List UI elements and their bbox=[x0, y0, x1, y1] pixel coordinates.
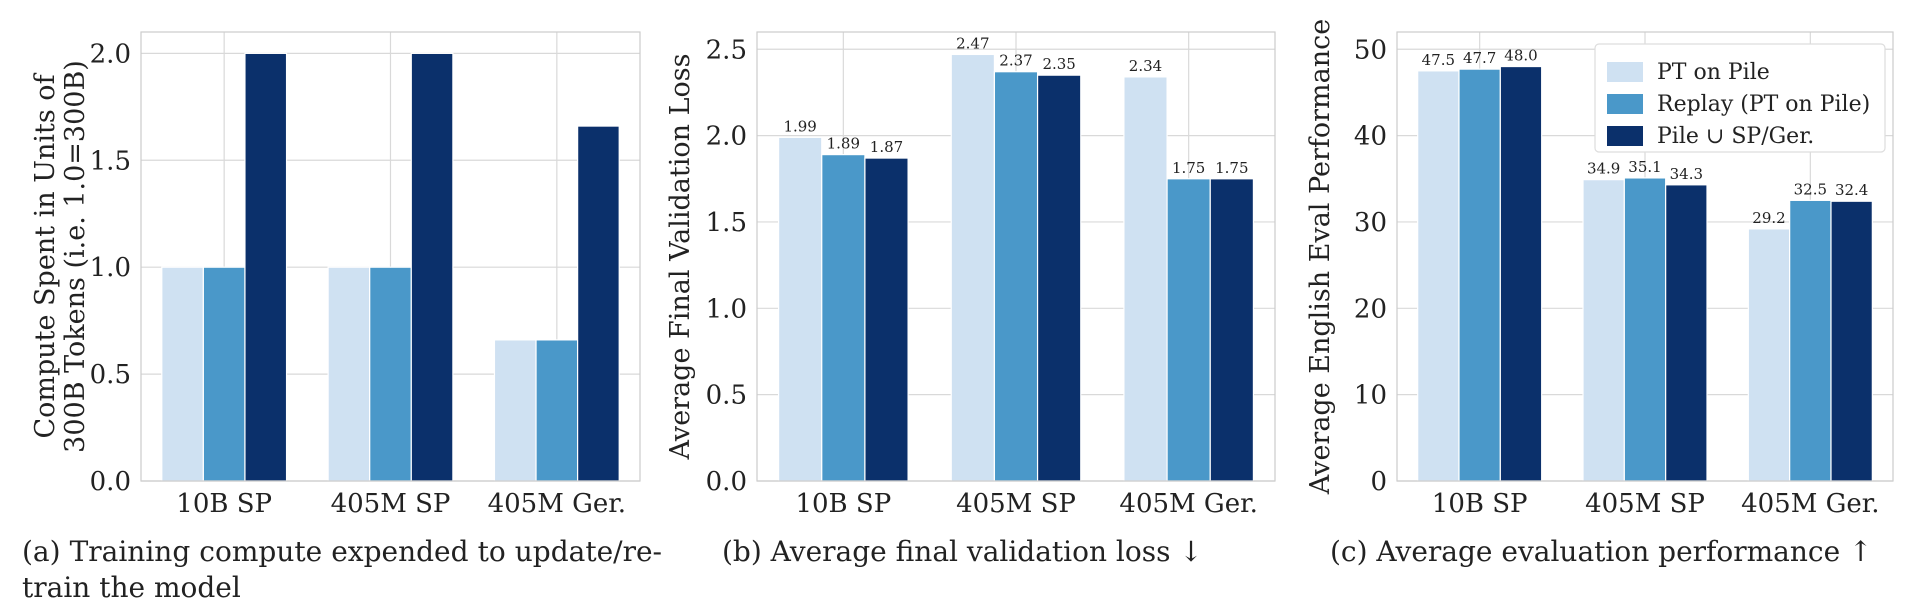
bar-data-label: 1.75 bbox=[1215, 159, 1248, 177]
y-tick-label: 40 bbox=[1354, 122, 1387, 152]
legend-swatch bbox=[1607, 62, 1643, 82]
bar bbox=[327, 266, 371, 482]
bar-data-label: 32.5 bbox=[1794, 180, 1827, 198]
y-tick-label: 0.0 bbox=[706, 467, 747, 497]
bar bbox=[1417, 70, 1460, 482]
legend-box bbox=[1594, 43, 1886, 153]
legend-swatch bbox=[1607, 94, 1643, 114]
plot-frame bbox=[756, 31, 1276, 482]
legend-entry: Replay (PT on Pile) bbox=[1657, 92, 1870, 117]
y-tick-label: 0.5 bbox=[706, 381, 747, 411]
bar-data-label: 1.87 bbox=[870, 138, 903, 156]
x-tick-label: 405M SP bbox=[1585, 489, 1705, 519]
bar-data-label: 32.4 bbox=[1835, 181, 1868, 199]
x-tick-label: 405M Ger. bbox=[1119, 489, 1258, 519]
legend-swatch bbox=[1607, 126, 1643, 146]
y-tick-label: 50 bbox=[1354, 35, 1387, 65]
bar-data-label: 2.37 bbox=[999, 52, 1032, 70]
chart-2: 0 10 20 30 40 50 10B SP 405M SP 405M Ger. 47.5 34.… bbox=[1305, 19, 1894, 519]
bar-data-label: 1.99 bbox=[783, 117, 816, 135]
bar-data-label: 2.34 bbox=[1129, 57, 1162, 75]
bar bbox=[993, 71, 1039, 482]
caption-c: (c) Average evaluation performance ↑ bbox=[1330, 535, 1873, 568]
bar bbox=[864, 157, 909, 482]
y-axis-label: 300B Tokens (i.e. 1.0=300B) bbox=[60, 60, 91, 453]
bar-data-label: 34.9 bbox=[1587, 160, 1620, 178]
bar bbox=[410, 52, 454, 482]
y-tick-label: 0 bbox=[1370, 467, 1387, 497]
bar-data-label: 35.1 bbox=[1628, 158, 1661, 176]
y-tick-label: 2.0 bbox=[706, 122, 747, 152]
y-tick-label: 2.5 bbox=[706, 35, 747, 65]
y-axis-label: Average Final Validation Loss bbox=[665, 54, 696, 461]
bar bbox=[493, 339, 537, 482]
x-tick-label: 10B SP bbox=[176, 489, 272, 519]
bar-data-label: 29.2 bbox=[1752, 209, 1785, 227]
bar bbox=[777, 136, 823, 482]
plot-frame bbox=[140, 31, 641, 482]
bar-data-label: 47.5 bbox=[1422, 51, 1455, 69]
bar-data-label: 48.0 bbox=[1504, 47, 1537, 65]
y-tick-label: 1.5 bbox=[706, 208, 747, 238]
x-tick-label: 10B SP bbox=[795, 489, 891, 519]
bar bbox=[1166, 178, 1211, 482]
bar-data-label: 34.3 bbox=[1670, 165, 1703, 183]
bar-data-label: 2.35 bbox=[1042, 55, 1075, 73]
legend-entry: Pile ∪ SP/Ger. bbox=[1657, 124, 1814, 149]
plot-frame bbox=[1396, 31, 1894, 482]
x-tick-label: 405M Ger. bbox=[1741, 489, 1880, 519]
bar bbox=[1665, 184, 1708, 482]
legend-entry: PT on Pile bbox=[1657, 60, 1770, 85]
bar-data-label: 47.7 bbox=[1463, 49, 1496, 67]
bar-data-label: 1.89 bbox=[827, 135, 860, 153]
bar bbox=[1458, 68, 1501, 482]
bar bbox=[1747, 228, 1791, 482]
caption-b: (b) Average final validation loss ↓ bbox=[722, 535, 1203, 568]
y-tick-label: 1.0 bbox=[90, 253, 131, 283]
y-tick-label: 0.0 bbox=[90, 467, 131, 497]
bar bbox=[1499, 65, 1543, 482]
bar bbox=[161, 266, 204, 482]
bar bbox=[244, 52, 288, 482]
x-tick-label: 10B SP bbox=[1432, 489, 1528, 519]
y-tick-label: 30 bbox=[1354, 208, 1387, 238]
y-tick-label: 1.0 bbox=[706, 294, 747, 324]
bar bbox=[1582, 179, 1625, 482]
y-tick-label: 20 bbox=[1354, 294, 1387, 324]
bar bbox=[1123, 76, 1168, 482]
caption-a: (a) Training compute expended to update/… bbox=[22, 535, 662, 604]
bar bbox=[1830, 200, 1873, 482]
bar bbox=[369, 266, 412, 482]
bar bbox=[1789, 199, 1832, 482]
bar bbox=[535, 339, 579, 482]
y-tick-label: 1.5 bbox=[90, 146, 131, 176]
bar bbox=[1623, 177, 1667, 482]
bar bbox=[577, 125, 620, 482]
bar bbox=[950, 53, 996, 482]
x-tick-label: 405M SP bbox=[956, 489, 1076, 519]
bar-data-label: 1.75 bbox=[1172, 159, 1205, 177]
y-axis-label: Average English Eval Performance bbox=[1305, 19, 1336, 495]
chart-0: 0.0 0.5 1.0 1.5 2.0 10B SP 405M SP 405M Ger. Com… bbox=[30, 31, 641, 519]
y-axis-label: Compute Spent in Units of bbox=[30, 72, 61, 438]
bar bbox=[1209, 178, 1255, 482]
chart-1: 0.0 0.5 1.0 1.5 2.0 2.5 10B SP 405M SP 405M Ger.… bbox=[665, 31, 1276, 519]
y-tick-label: 0.5 bbox=[90, 360, 131, 390]
bar-data-label: 2.47 bbox=[956, 34, 989, 52]
y-tick-label: 2.0 bbox=[90, 39, 131, 69]
legend: PT on Pile Replay (PT on Pile) Pile ∪ SP/G… bbox=[1594, 43, 1886, 153]
y-tick-label: 10 bbox=[1354, 381, 1387, 411]
bar bbox=[202, 266, 246, 482]
bar bbox=[1036, 74, 1082, 482]
bar bbox=[821, 154, 866, 482]
x-tick-label: 405M Ger. bbox=[488, 489, 627, 519]
x-tick-label: 405M SP bbox=[331, 489, 451, 519]
